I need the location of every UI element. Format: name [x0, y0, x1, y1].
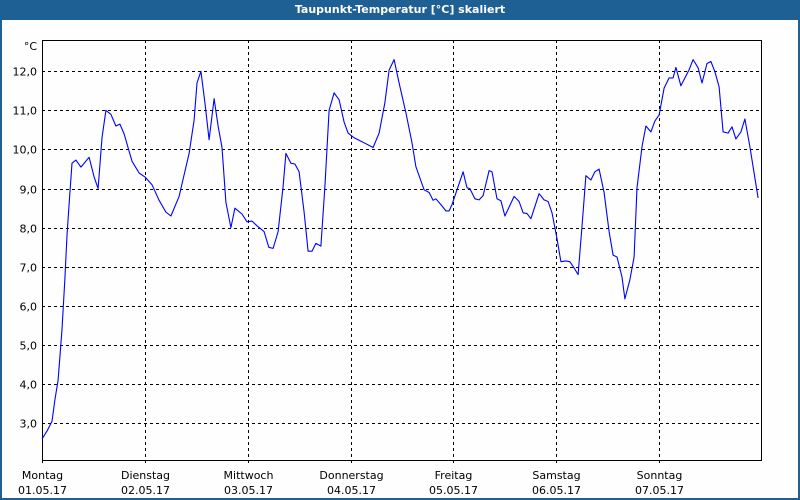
y-tick-label: 8,0 — [20, 223, 38, 236]
x-tick-date: 06.05.17 — [532, 484, 581, 497]
y-tick-label: 7,0 — [20, 262, 38, 275]
x-tick-date: 04.05.17 — [327, 484, 376, 497]
y-tick-label: 6,0 — [20, 301, 38, 314]
series-layer — [41, 59, 759, 440]
x-tick-date: 07.05.17 — [635, 484, 684, 497]
window-title: Taupunkt-Temperatur [°C] skaliert — [2, 0, 798, 20]
x-tick-date: 01.05.17 — [18, 484, 67, 497]
x-tick-day: Sonntag — [637, 469, 683, 482]
x-tick-day: Donnerstag — [319, 469, 383, 482]
y-tick-label: 12,0 — [13, 66, 38, 79]
x-tick-date: 05.05.17 — [429, 484, 478, 497]
y-tick-label: 5,0 — [20, 340, 38, 353]
x-tick-day: Mittwoch — [224, 469, 274, 482]
x-tick-day: Freitag — [435, 469, 473, 482]
y-tick-label: 9,0 — [20, 184, 38, 197]
x-tick-date: 03.05.17 — [224, 484, 273, 497]
x-tick-date: 02.05.17 — [121, 484, 170, 497]
axes: 3,0 4,0 5,0 6,0 7,0 8,0 9,0 10,0 11,0 12,0 Montag 0… — [13, 40, 762, 497]
y-tick-label: 3,0 — [20, 418, 38, 431]
dewpoint-line — [41, 59, 759, 440]
plot-frame — [42, 40, 762, 461]
x-tick-day: Montag — [22, 469, 63, 482]
y-tick-label: 10,0 — [13, 144, 38, 157]
y-tick-label: 11,0 — [13, 105, 38, 118]
y-axis-unit: °C — [24, 40, 38, 53]
grid — [42, 40, 762, 460]
x-tick-day: Samstag — [532, 469, 580, 482]
y-tick-label: 4,0 — [20, 379, 38, 392]
x-tick-day: Dienstag — [121, 469, 170, 482]
